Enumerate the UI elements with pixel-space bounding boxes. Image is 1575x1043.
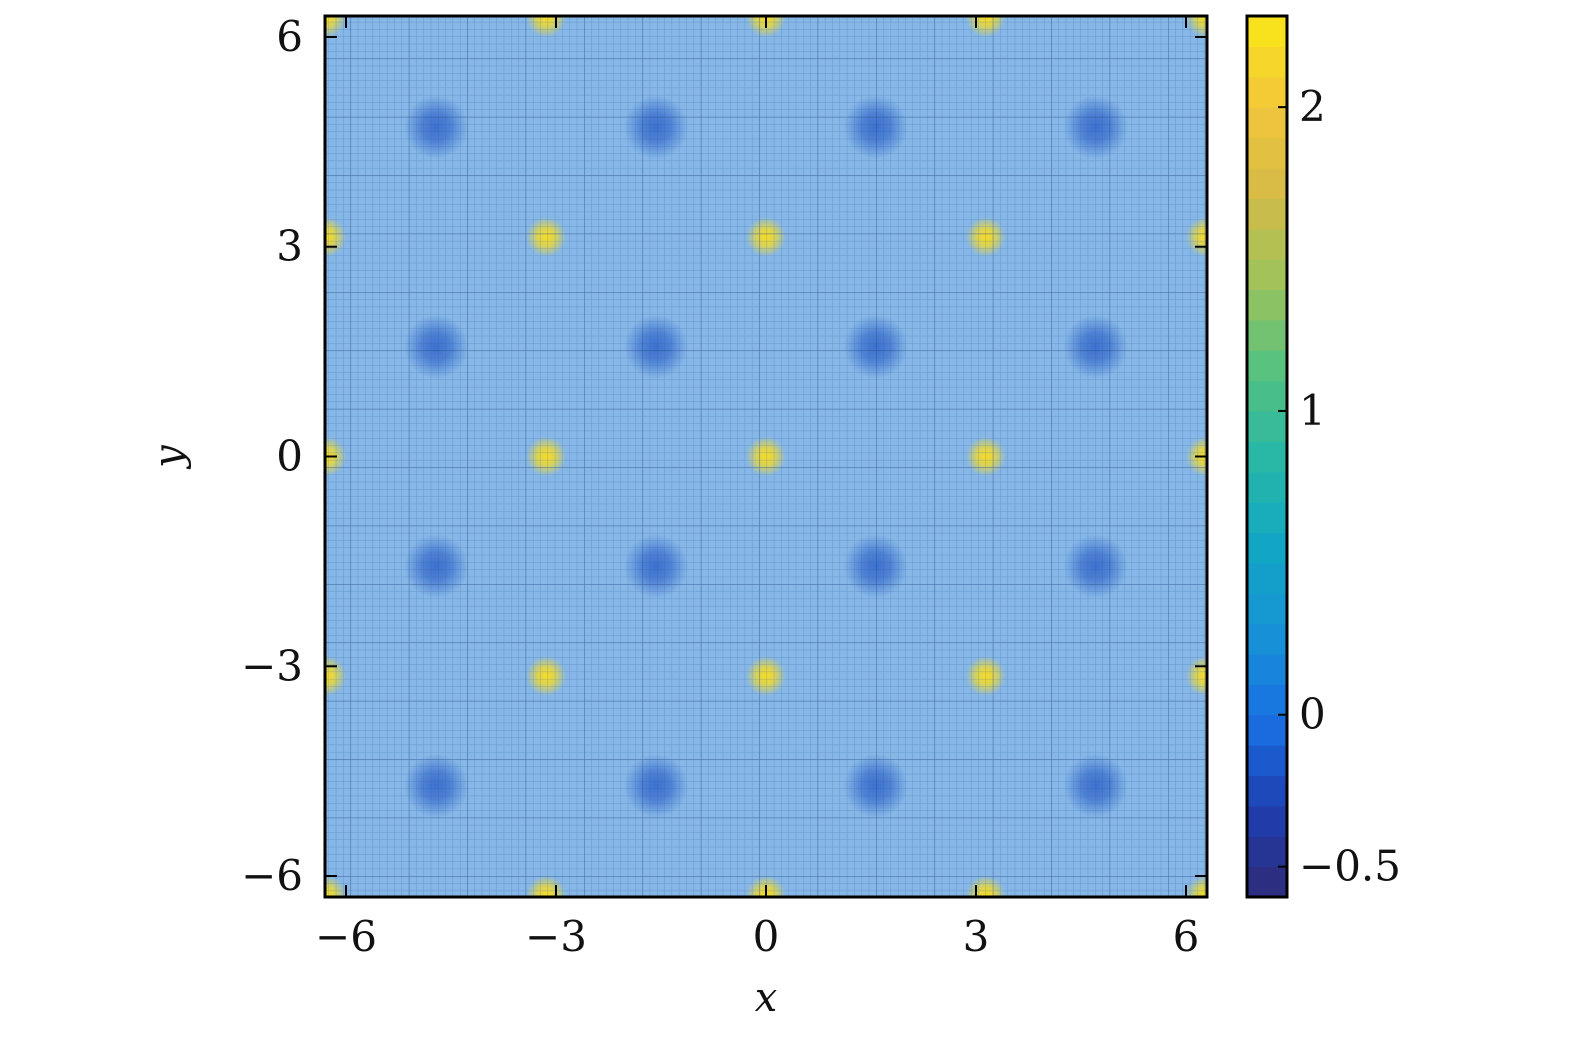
colorbar-step	[1247, 653, 1287, 685]
colorbar-step	[1247, 167, 1287, 199]
x-axis-label: x	[755, 975, 778, 1021]
colorbar-step	[1247, 380, 1287, 412]
colorbar-step	[1247, 593, 1287, 625]
colorbar-tick-label: 2	[1299, 82, 1326, 131]
colorbar-step	[1247, 259, 1287, 291]
colorbar-step	[1247, 684, 1287, 716]
colorbar-frame	[1245, 14, 1289, 899]
plot-area	[323, 14, 1209, 899]
colorbar-step	[1247, 76, 1287, 108]
colorbar: 2 1 0 −0.5	[1245, 14, 1401, 899]
y-tick-label: −3	[241, 641, 303, 690]
x-tick-label: 6	[1173, 912, 1200, 961]
x-axis: −6 −3 0 3 6	[315, 16, 1199, 961]
colorbar-step	[1247, 775, 1287, 807]
colorbar-step	[1247, 350, 1287, 382]
y-tick-label: 0	[276, 432, 303, 481]
colorbar-step	[1247, 441, 1287, 473]
colorbar-tick-label: 1	[1299, 386, 1326, 435]
x-tick-label: −6	[315, 912, 377, 961]
y-axis-label: y	[146, 444, 192, 470]
colorbar-step	[1247, 228, 1287, 260]
y-tick-label: −6	[241, 851, 303, 900]
x-tick-label: 3	[963, 912, 990, 961]
colorbar-tick-label: 0	[1299, 690, 1326, 739]
colorbar-step	[1247, 502, 1287, 534]
colorbar-ticks: 2 1 0 −0.5	[1278, 82, 1401, 891]
colorbar-step	[1247, 471, 1287, 503]
colorbar-step	[1247, 532, 1287, 564]
y-tick-label: 3	[276, 222, 303, 271]
colorbar-step	[1247, 562, 1287, 594]
y-tick-label: 6	[276, 12, 303, 61]
colorbar-step	[1247, 137, 1287, 169]
colorbar-step	[1247, 745, 1287, 777]
colorbar-step	[1247, 866, 1287, 898]
colorbar-step	[1247, 16, 1287, 47]
colorbar-step	[1247, 198, 1287, 230]
colorbar-step	[1247, 836, 1287, 868]
colorbar-step	[1247, 410, 1287, 442]
heatmap-coarse-grid	[325, 16, 1207, 897]
y-axis: 6 3 0 −3 −6	[241, 12, 1207, 900]
colorbar-step	[1247, 46, 1287, 78]
colorbar-step	[1247, 623, 1287, 655]
colorbar-steps	[1247, 16, 1287, 898]
colorbar-step	[1247, 714, 1287, 746]
x-tick-label: −3	[525, 912, 587, 961]
colorbar-step	[1247, 805, 1287, 837]
colorbar-step	[1247, 289, 1287, 321]
colorbar-step	[1247, 107, 1287, 139]
colorbar-tick-label: −0.5	[1299, 842, 1401, 891]
x-tick-label: 0	[753, 912, 780, 961]
colorbar-step	[1247, 319, 1287, 351]
